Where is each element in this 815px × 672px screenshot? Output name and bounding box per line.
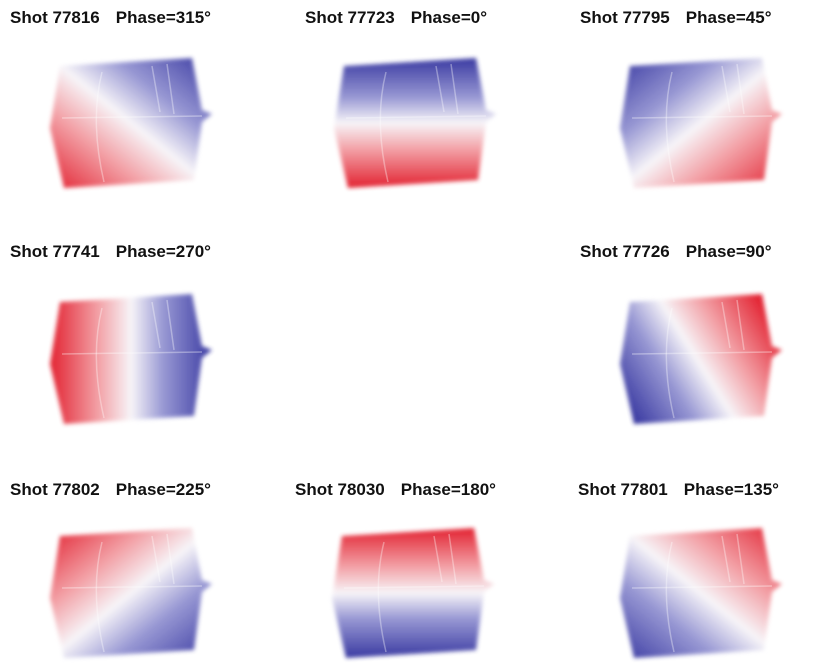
panel-title: Shot 77802 Phase=225° <box>10 480 211 500</box>
plasma-shape <box>620 294 782 424</box>
field-image <box>612 52 787 197</box>
panel-title: Shot 77741 Phase=270° <box>10 242 211 262</box>
field-image <box>612 288 787 433</box>
panel-title: Shot 77795 Phase=45° <box>580 8 772 28</box>
panel-phase: Phase=0° <box>411 8 487 27</box>
panel-shot: Shot 78030 <box>295 480 385 499</box>
panel-shot: Shot 77723 <box>305 8 395 27</box>
field-image <box>326 52 501 197</box>
panel-phase: Phase=45° <box>686 8 772 27</box>
plasma-shape <box>620 528 782 658</box>
panel-shot: Shot 77795 <box>580 8 670 27</box>
panel-phase: Phase=225° <box>116 480 211 499</box>
field-image <box>324 522 499 667</box>
panel-title: Shot 77723 Phase=0° <box>305 8 487 28</box>
panel-shot: Shot 77726 <box>580 242 670 261</box>
field-image <box>612 522 787 667</box>
panel-phase: Phase=90° <box>686 242 772 261</box>
field-image <box>42 522 217 667</box>
field-image <box>42 288 217 433</box>
panel-phase: Phase=315° <box>116 8 211 27</box>
panel-title: Shot 77801 Phase=135° <box>578 480 779 500</box>
panel-title: Shot 78030 Phase=180° <box>295 480 496 500</box>
panel-shot: Shot 77802 <box>10 480 100 499</box>
panel-phase: Phase=135° <box>684 480 779 499</box>
plasma-shape <box>334 58 496 188</box>
panel-phase: Phase=270° <box>116 242 211 261</box>
panel-title: Shot 77726 Phase=90° <box>580 242 772 262</box>
plasma-shape <box>620 58 782 188</box>
plasma-shape <box>332 528 494 658</box>
panel-shot: Shot 77801 <box>578 480 668 499</box>
panel-shot: Shot 77741 <box>10 242 100 261</box>
field-image <box>42 52 217 197</box>
plasma-shape <box>50 528 212 658</box>
plasma-shape <box>50 294 212 424</box>
panel-phase: Phase=180° <box>401 480 496 499</box>
figure: Shot 77816Phase=315° Shot 77723Phase=0° … <box>0 0 815 672</box>
panel-title: Shot 77816 Phase=315° <box>10 8 211 28</box>
panel-shot: Shot 77816 <box>10 8 100 27</box>
plasma-shape <box>50 58 212 188</box>
